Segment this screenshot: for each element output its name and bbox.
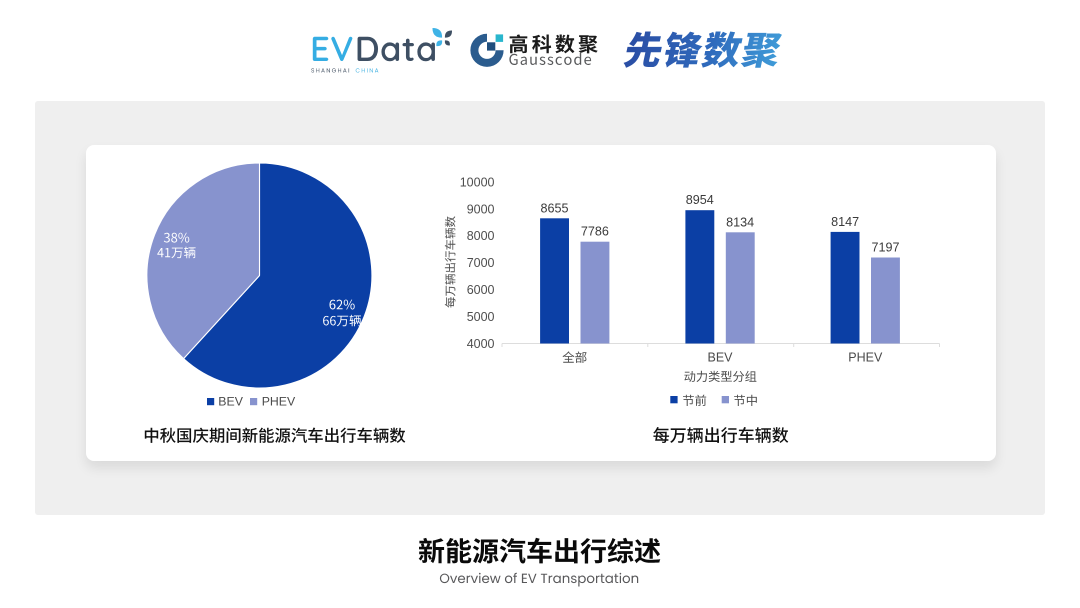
svg-text:8134: 8134 (726, 215, 754, 229)
svg-text:BEV: BEV (707, 351, 733, 365)
svg-text:PHEV: PHEV (262, 394, 296, 408)
svg-text:10000: 10000 (460, 175, 495, 189)
svg-text:8655: 8655 (540, 201, 568, 215)
svg-text:PHEV: PHEV (848, 351, 883, 365)
svg-text:7197: 7197 (871, 241, 899, 255)
svg-text:BEV: BEV (218, 394, 243, 408)
svg-text:7000: 7000 (467, 256, 495, 270)
svg-text:6000: 6000 (467, 283, 495, 297)
svg-text:9000: 9000 (467, 202, 495, 216)
svg-text:5000: 5000 (467, 310, 495, 324)
svg-text:7786: 7786 (581, 225, 609, 239)
svg-text:8954: 8954 (686, 193, 714, 207)
svg-text:8000: 8000 (467, 229, 495, 243)
svg-text:8147: 8147 (831, 215, 859, 229)
svg-text:4000: 4000 (467, 337, 495, 351)
